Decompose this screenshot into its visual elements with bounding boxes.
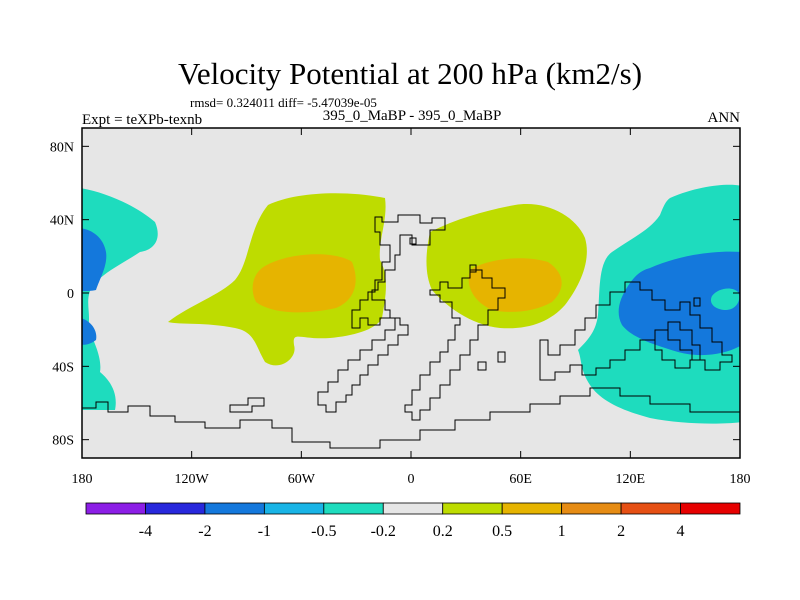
colorbar-label: 2 bbox=[617, 523, 625, 540]
colorbar-label: 0.5 bbox=[492, 523, 512, 540]
colorbar-swatch bbox=[501, 502, 563, 515]
y-tick-label: 80S bbox=[52, 434, 74, 449]
coastline-india-peninsula bbox=[477, 361, 487, 371]
colorbar: -4 -2 -1 -0.5 -0.2 0.2 0.5 1 2 4 bbox=[85, 502, 741, 540]
x-tick-label: 180 bbox=[72, 472, 93, 487]
colorbar-swatch bbox=[145, 502, 206, 515]
map-plot: 180 120W 60W 0 60E 120E 180 80N 40N 0 40S 80S bbox=[50, 127, 751, 487]
coastline-south-america bbox=[317, 317, 409, 413]
colorbar-swatch bbox=[382, 502, 444, 515]
colorbar-label: -4 bbox=[139, 523, 152, 540]
coastline-europe-africa bbox=[404, 269, 506, 421]
colorbar-swatch bbox=[204, 502, 265, 515]
y-tick-label: 80N bbox=[50, 140, 74, 155]
x-tick-label: 120W bbox=[175, 472, 210, 487]
coastline-island-a bbox=[409, 237, 417, 245]
coastline-antarctic-peninsula bbox=[229, 397, 265, 413]
region-pacific-neg-west-inner bbox=[82, 228, 107, 292]
colorbar-swatch bbox=[680, 502, 741, 515]
coastline-island-b bbox=[469, 264, 477, 273]
colorbar-label: -1 bbox=[258, 523, 271, 540]
coastlines bbox=[82, 214, 740, 449]
y-tick-label: 40N bbox=[50, 214, 74, 229]
colorbar-label: -0.2 bbox=[371, 523, 396, 540]
coastline-asia bbox=[539, 281, 733, 381]
region-africa-pos-inner bbox=[468, 258, 562, 312]
y-tick-label: 40S bbox=[52, 360, 74, 375]
colorbar-label: -0.5 bbox=[311, 523, 336, 540]
colorbar-swatch bbox=[323, 502, 384, 515]
contour-fill-regions bbox=[82, 184, 740, 424]
colorbar-label: 4 bbox=[677, 523, 685, 540]
coastline-americas bbox=[351, 214, 446, 329]
colorbar-swatch bbox=[620, 502, 681, 515]
x-tick-label: 60W bbox=[288, 472, 316, 487]
region-westpac-pos-inner bbox=[252, 254, 356, 313]
x-tick-label: 60E bbox=[509, 472, 532, 487]
coastline-australia bbox=[654, 321, 701, 369]
center-label: 395_0_MaBP - 395_0_MaBP bbox=[323, 108, 502, 124]
x-tick-label: 120E bbox=[616, 472, 646, 487]
right-label: ANN bbox=[708, 110, 741, 126]
colorbar-label: 0.2 bbox=[433, 523, 453, 540]
x-tick-label: 180 bbox=[730, 472, 751, 487]
coastline-madagascar bbox=[497, 351, 506, 363]
x-tick-label: 0 bbox=[408, 472, 415, 487]
region-pacific-neg-east-inner bbox=[618, 251, 740, 356]
stats-line: rmsd= 0.324011 diff= -5.47039e-05 bbox=[190, 95, 377, 110]
left-label: Expt = teXPb-texnb bbox=[82, 112, 202, 128]
coastline-antarctica bbox=[82, 387, 740, 449]
region-pacific-neutral-hole bbox=[710, 288, 740, 310]
chart-title: Velocity Potential at 200 hPa (km2/s) bbox=[178, 56, 642, 91]
y-tick-label: 0 bbox=[67, 287, 74, 302]
coastline-japan bbox=[693, 297, 701, 307]
region-pacific-neg-west-inner-2 bbox=[82, 318, 97, 345]
colorbar-swatch bbox=[263, 502, 325, 515]
colorbar-swatch bbox=[561, 502, 622, 515]
colorbar-swatch bbox=[442, 502, 503, 515]
colorbar-swatch bbox=[85, 502, 146, 515]
colorbar-label: -2 bbox=[198, 523, 211, 540]
colorbar-label: 1 bbox=[558, 523, 566, 540]
axis-ticks: 180 120W 60W 0 60E 120E 180 80N 40N 0 40S 80S bbox=[50, 128, 751, 487]
